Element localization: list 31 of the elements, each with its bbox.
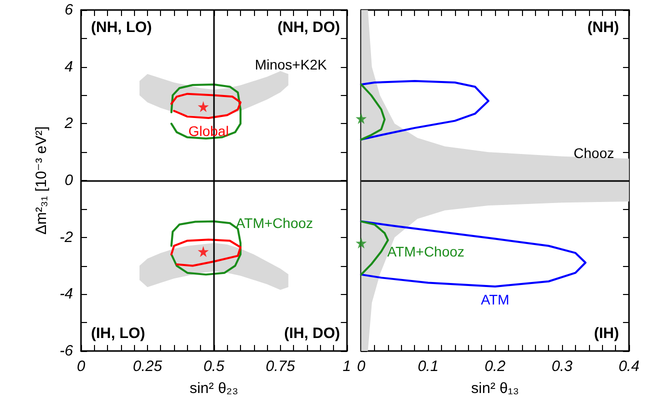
x-tick-label: 0.25: [132, 358, 163, 375]
x-tick-label: 0.1: [418, 358, 439, 375]
y-axis-title: Δm²₃₁ [10⁻³ eV²]: [32, 126, 50, 235]
annotation: (NH, DO): [278, 19, 340, 36]
x-tick-label: 0: [76, 358, 86, 375]
x-tick-label: 1: [342, 358, 351, 375]
series-label: ATM+Chooz: [236, 215, 314, 232]
y-tick-label: -4: [60, 286, 73, 303]
x-tick-label: 0: [357, 358, 366, 375]
annotation: (IH, DO): [284, 325, 340, 342]
x-tick-label: 0.4: [618, 358, 640, 375]
x-tick-label: 0.5: [203, 358, 225, 375]
annotation: Chooz: [574, 145, 614, 162]
x-tick-label: 0.2: [484, 358, 506, 375]
y-tick-label: 6: [64, 2, 74, 18]
annotation: Minos+K2K: [254, 56, 328, 73]
y-tick-label: 2: [64, 115, 74, 132]
annotation: (NH, LO): [91, 19, 152, 36]
y-tick-label: -6: [60, 342, 74, 360]
series-label: ATM+Chooz: [387, 244, 464, 260]
y-tick-label: 0: [64, 172, 74, 189]
x-tick-label: 0.3: [552, 358, 574, 375]
y-tick-label: 4: [64, 58, 73, 76]
x-tick-label: 0.75: [266, 358, 296, 375]
annotation: (IH): [594, 325, 619, 342]
series-label: ATM: [480, 291, 510, 308]
x-axis-title: sin² θ₁₃: [471, 380, 520, 397]
y-tick-label: -2: [60, 228, 74, 246]
annotation: (NH): [587, 19, 620, 36]
x-axis-title: sin² θ₂₃: [190, 380, 238, 397]
annotation: (IH, LO): [91, 325, 146, 342]
